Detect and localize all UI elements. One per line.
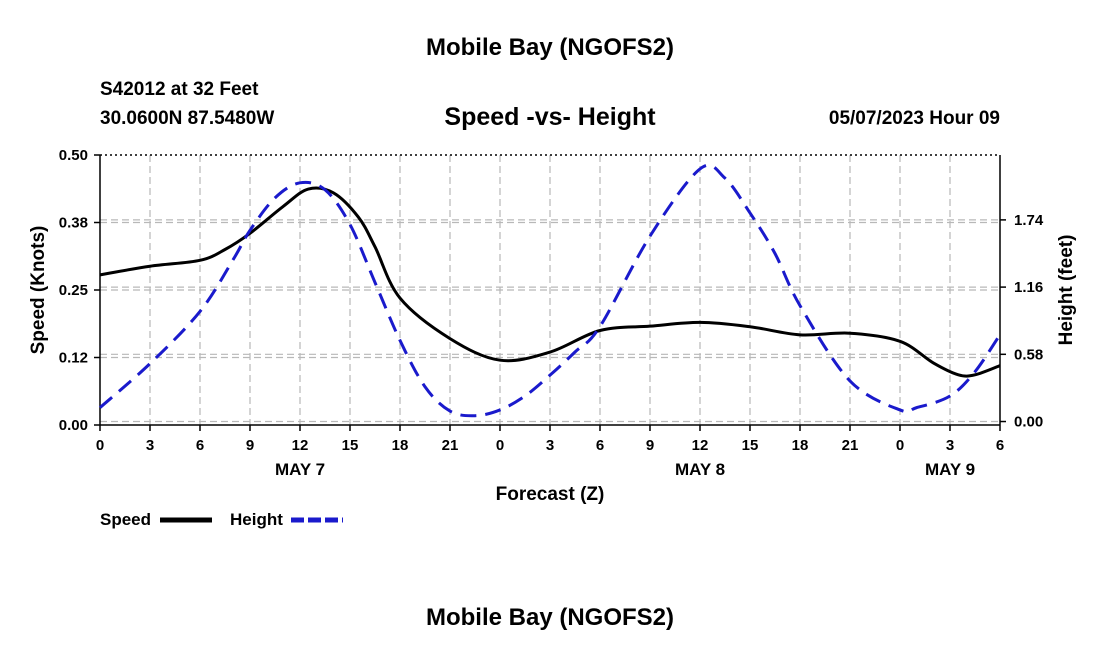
y-tick-label-right: 1.74: [1014, 212, 1044, 229]
x-tick-label: 6: [596, 437, 604, 454]
y-axis-title-left: Speed (Knots): [28, 226, 49, 355]
x-tick-label: 6: [196, 437, 204, 454]
x-tick-label: 6: [996, 437, 1004, 454]
x-axis-title: Forecast (Z): [496, 484, 605, 505]
y-tick-label-right: 0.58: [1014, 346, 1043, 363]
x-tick-label: 3: [146, 437, 154, 454]
footer-title: Mobile Bay (NGOFS2): [426, 604, 674, 631]
legend-label-speed: Speed: [100, 510, 151, 529]
grid: [100, 155, 1000, 425]
date-label: MAY 7: [275, 460, 325, 479]
series-speed-line: [99, 186, 1001, 378]
coordinates-label: 30.0600N 87.5480W: [100, 108, 274, 129]
y-tick-label-right: 0.00: [1014, 414, 1043, 431]
tick-labels: 0 3 6 9 12 15 18 21 0 3 6 9 12 15 18 21 0 3 6 MAY 7 MAY 8 MAY…: [59, 147, 1044, 479]
y-tick-label-left: 0.50: [59, 147, 88, 164]
x-tick-label: 12: [692, 437, 709, 454]
x-tick-label: 0: [96, 437, 104, 454]
y-tick-label-left: 0.00: [59, 417, 88, 434]
series-height-line: [99, 163, 1002, 418]
date-label: MAY 8: [675, 460, 725, 479]
legend-label-height: Height: [230, 510, 283, 529]
x-tick-label: 0: [496, 437, 504, 454]
x-tick-label: 21: [442, 437, 459, 454]
tick-marks: [94, 154, 1006, 431]
legend: Speed Height: [100, 510, 343, 529]
chart-subtitle: Speed -vs- Height: [444, 103, 656, 131]
x-tick-label: 18: [792, 437, 809, 454]
x-tick-label: 18: [392, 437, 409, 454]
page-title: Mobile Bay (NGOFS2): [426, 34, 674, 61]
x-tick-label: 15: [742, 437, 759, 454]
y-tick-label-left: 0.12: [59, 350, 88, 367]
timestamp-label: 05/07/2023 Hour 09: [829, 108, 1000, 129]
x-tick-label: 15: [342, 437, 359, 454]
x-tick-label: 12: [292, 437, 309, 454]
y-tick-label-left: 0.38: [59, 215, 88, 232]
date-label: MAY 9: [925, 460, 975, 479]
series-layer: [99, 163, 1002, 418]
x-tick-label: 0: [896, 437, 904, 454]
x-tick-label: 3: [546, 437, 554, 454]
station-label: S42012 at 32 Feet: [100, 79, 259, 100]
y-tick-label-right: 1.16: [1014, 279, 1043, 296]
y-axis-title-right: Height (feet): [1056, 235, 1077, 346]
x-tick-label: 21: [842, 437, 859, 454]
x-tick-label: 9: [246, 437, 254, 454]
x-tick-label: 3: [946, 437, 954, 454]
y-tick-label-left: 0.25: [59, 282, 88, 299]
x-tick-label: 9: [646, 437, 654, 454]
